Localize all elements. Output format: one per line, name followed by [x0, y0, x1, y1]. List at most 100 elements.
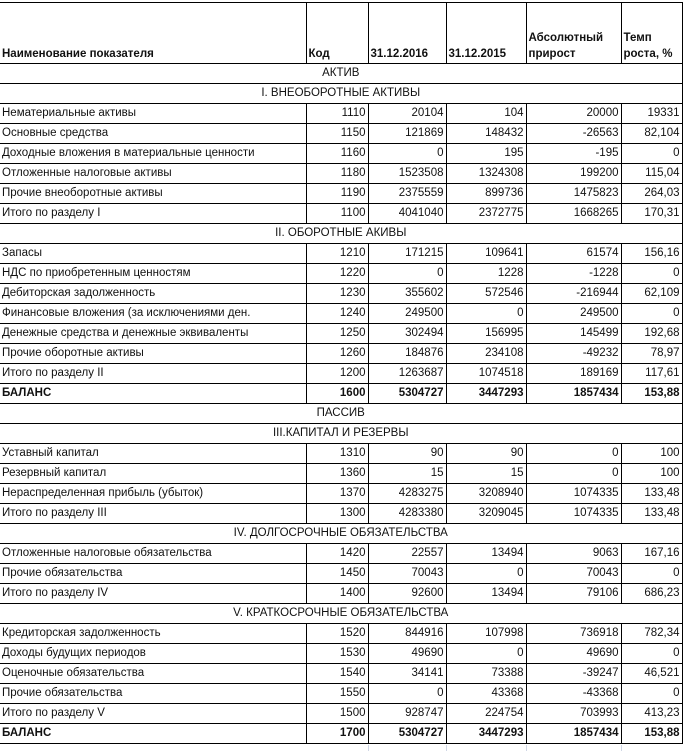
cell-v2016[interactable]: 184876: [367, 343, 447, 364]
cell-v2016[interactable]: 2375559: [367, 183, 447, 204]
cell-code[interactable]: 1110: [305, 103, 369, 124]
cell-code[interactable]: 1210: [305, 243, 369, 264]
cell-rate[interactable]: 62,109: [620, 283, 683, 304]
cell-v2015[interactable]: 195: [445, 143, 527, 164]
header-abs-growth[interactable]: Абсолютный прирост: [525, 2, 622, 64]
cell-name[interactable]: Итого по разделу II: [0, 363, 307, 384]
cell-name[interactable]: Резервный капитал: [0, 463, 307, 484]
cell-rate[interactable]: 0: [620, 683, 683, 704]
cell-abs[interactable]: -49232: [525, 343, 622, 364]
cell-name[interactable]: Кредиторская задолженность: [0, 623, 307, 644]
cell-rate[interactable]: 100: [620, 443, 683, 464]
cell-code[interactable]: 1180: [305, 163, 369, 184]
cell-name[interactable]: Денежные средства и денежные эквиваленты: [0, 323, 307, 344]
cell-name[interactable]: Нераспределенная прибыль (убыток): [0, 483, 307, 504]
cell-name[interactable]: Оценочные обязательства: [0, 663, 307, 684]
section-title[interactable]: ПАССИВ: [0, 403, 683, 424]
cell-v2016[interactable]: 5304727: [367, 383, 447, 404]
cell-rate[interactable]: 117,61: [620, 363, 683, 384]
cell-rate[interactable]: 78,97: [620, 343, 683, 364]
cell-rate[interactable]: 0: [620, 563, 683, 584]
cell-rate[interactable]: 782,34: [620, 623, 683, 644]
cell-rate[interactable]: 133,48: [620, 503, 683, 524]
cell-v2015[interactable]: 15: [445, 463, 527, 484]
cell-v2015[interactable]: 3447293: [445, 383, 527, 404]
cell-v2015[interactable]: 234108: [445, 343, 527, 364]
cell-rate[interactable]: 100: [620, 463, 683, 484]
section-title[interactable]: I. ВНЕОБОРОТНЫЕ АКТИВЫ: [0, 83, 683, 104]
section-title[interactable]: V. КРАТКОСРОЧНЫЕ ОБЯЗАТЕЛЬСТВА: [0, 603, 683, 624]
cell-abs[interactable]: 249500: [525, 303, 622, 324]
cell-abs[interactable]: -39247: [525, 663, 622, 684]
cell-v2015[interactable]: 3209045: [445, 503, 527, 524]
cell-name[interactable]: БАЛАНС: [0, 383, 307, 404]
cell-rate[interactable]: 156,16: [620, 243, 683, 264]
cell-code[interactable]: 1240: [305, 303, 369, 324]
cell-v2016[interactable]: 5304727: [367, 723, 447, 744]
cell-abs[interactable]: 1074335: [525, 503, 622, 524]
cell-rate[interactable]: 133,48: [620, 483, 683, 504]
cell-name[interactable]: НДС по приобретенным ценностям: [0, 263, 307, 284]
cell-v2016[interactable]: 4283380: [367, 503, 447, 524]
cell-v2015[interactable]: 572546: [445, 283, 527, 304]
cell-v2016[interactable]: 0: [367, 143, 447, 164]
cell-v2015[interactable]: 148432: [445, 123, 527, 144]
cell-v2016[interactable]: 844916: [367, 623, 447, 644]
cell-code[interactable]: 1530: [305, 643, 369, 664]
cell-v2016[interactable]: 302494: [367, 323, 447, 344]
cell-code[interactable]: 1450: [305, 563, 369, 584]
cell-code[interactable]: 1540: [305, 663, 369, 684]
cell-name[interactable]: Прочие обязательства: [0, 563, 307, 584]
cell-v2015[interactable]: 1074518: [445, 363, 527, 384]
cell-name[interactable]: Нематериальные активы: [0, 103, 307, 124]
section-title[interactable]: II. ОБОРОТНЫЕ АКИВЫ: [0, 223, 683, 244]
cell-v2015[interactable]: 104: [445, 103, 527, 124]
cell-name[interactable]: Прочие внеоборотные активы: [0, 183, 307, 204]
cell-v2015[interactable]: 109641: [445, 243, 527, 264]
cell-abs[interactable]: 199200: [525, 163, 622, 184]
cell-rate[interactable]: 153,88: [620, 723, 683, 744]
cell-code[interactable]: 1700: [305, 723, 369, 744]
header-code[interactable]: Код: [305, 2, 369, 64]
cell-code[interactable]: 1500: [305, 703, 369, 724]
header-growth-rate[interactable]: Темп роста, %: [620, 2, 683, 64]
cell-name[interactable]: Основные средства: [0, 123, 307, 144]
header-2016[interactable]: 31.12.2016: [367, 2, 447, 64]
cell-v2016[interactable]: 0: [367, 683, 447, 704]
cell-v2015[interactable]: 899736: [445, 183, 527, 204]
cell-v2015[interactable]: 73388: [445, 663, 527, 684]
cell-rate[interactable]: 0: [620, 303, 683, 324]
cell-code[interactable]: 1550: [305, 683, 369, 704]
cell-abs[interactable]: 61574: [525, 243, 622, 264]
cell-code[interactable]: 1150: [305, 123, 369, 144]
cell-rate[interactable]: 170,31: [620, 203, 683, 224]
cell-code[interactable]: 1220: [305, 263, 369, 284]
cell-abs[interactable]: -1228: [525, 263, 622, 284]
cell-v2015[interactable]: 1228: [445, 263, 527, 284]
cell-name[interactable]: Доходы будущих периодов: [0, 643, 307, 664]
cell-v2016[interactable]: 0: [367, 263, 447, 284]
cell-v2016[interactable]: 4283275: [367, 483, 447, 504]
cell-rate[interactable]: 167,16: [620, 543, 683, 564]
cell-v2015[interactable]: 107998: [445, 623, 527, 644]
cell-abs[interactable]: 736918: [525, 623, 622, 644]
cell-rate[interactable]: 82,104: [620, 123, 683, 144]
cell-rate[interactable]: 192,68: [620, 323, 683, 344]
cell-abs[interactable]: 1074335: [525, 483, 622, 504]
cell-abs[interactable]: 1857434: [525, 383, 622, 404]
cell-v2015[interactable]: 43368: [445, 683, 527, 704]
cell-name[interactable]: БАЛАНС: [0, 723, 307, 744]
cell-v2015[interactable]: 1324308: [445, 163, 527, 184]
cell-v2015[interactable]: 13494: [445, 583, 527, 604]
cell-abs[interactable]: 1857434: [525, 723, 622, 744]
cell-rate[interactable]: 0: [620, 263, 683, 284]
cell-name[interactable]: Итого по разделу I: [0, 203, 307, 224]
cell-abs[interactable]: 189169: [525, 363, 622, 384]
cell-abs[interactable]: 145499: [525, 323, 622, 344]
cell-name[interactable]: Запасы: [0, 243, 307, 264]
cell-v2016[interactable]: 92600: [367, 583, 447, 604]
cell-name[interactable]: Уставный капитал: [0, 443, 307, 464]
cell-name[interactable]: Прочие обязательства: [0, 683, 307, 704]
cell-v2015[interactable]: 156995: [445, 323, 527, 344]
cell-code[interactable]: 1100: [305, 203, 369, 224]
